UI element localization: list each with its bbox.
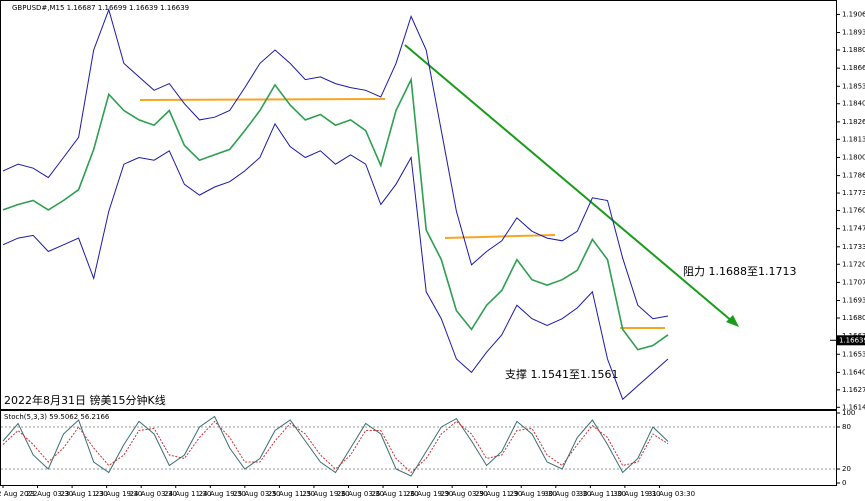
y-tick-label: 1.17605 — [842, 207, 865, 215]
series-line — [2, 122, 669, 401]
level-line — [139, 98, 386, 101]
x-tick-label: 24 Aug 03:30 — [130, 490, 177, 498]
annotation: 支撑 1.1541至1.1561 — [505, 367, 618, 381]
x-tick-label: 26 Aug 11:30 — [371, 490, 418, 498]
stoch-header: Stoch(5,3,3) 59.5062 56.2166 — [4, 413, 110, 421]
x-tick-label: 25 Aug 19:30 — [302, 490, 349, 498]
x-tick-label: 23 Aug 11:30 — [60, 490, 107, 498]
y-tick-label: 100 — [842, 409, 855, 417]
x-tick-label: 31 Aug 03:30 — [648, 490, 695, 498]
x-tick-label: 29 Aug 19:30 — [510, 490, 557, 498]
x-tick-label: 25 Aug 11:30 — [268, 490, 315, 498]
series-line — [2, 415, 669, 477]
y-tick-label: 20 — [842, 465, 851, 473]
y-tick-label: 1.17865 — [842, 172, 865, 180]
y-tick-label: 0 — [842, 479, 846, 487]
y-tick-label: 1.16400 — [842, 368, 865, 376]
x-tick-label: 29 Aug 11:30 — [475, 490, 522, 498]
y-tick-label: 1.17205 — [842, 260, 865, 268]
chart-title: 2022年8月31日 镑美15分钟K线 — [4, 393, 166, 407]
current-price: 1.16639 — [839, 336, 865, 344]
y-tick-label: 1.17470 — [842, 225, 865, 233]
x-tick-label: 30 Aug 19:30 — [613, 490, 660, 498]
x-tick-label: 22 Aug 2022 — [0, 490, 37, 498]
annotation: 阻力 1.1688至1.1713 — [683, 265, 796, 278]
x-tick-label: 24 Aug 11:30 — [164, 490, 211, 498]
series-line — [2, 8, 669, 320]
arrow-head — [726, 315, 739, 327]
y-tick-label: 80 — [842, 423, 851, 431]
y-tick-label: 1.19065 — [842, 10, 865, 18]
level-line — [444, 234, 556, 239]
y-tick-label: 1.18400 — [842, 100, 865, 108]
y-tick-label: 1.18800 — [842, 46, 865, 54]
x-tick-label: 30 Aug 11:30 — [579, 490, 626, 498]
series-line — [2, 420, 669, 474]
y-tick-label: 1.18000 — [842, 153, 865, 161]
x-tick-label: 23 Aug 03:30 — [26, 490, 73, 498]
x-tick-label: 26 Aug 03:30 — [337, 490, 384, 498]
y-tick-label: 1.18530 — [842, 82, 865, 90]
header: GBPUSD#,M15 1.16687 1.16699 1.16639 1.16… — [12, 4, 189, 12]
trend-line — [404, 44, 734, 323]
y-tick-label: 1.17735 — [842, 189, 865, 197]
y-tick-label: 1.16270 — [842, 386, 865, 394]
price-box — [837, 335, 865, 346]
y-tick-label: 1.17335 — [842, 243, 865, 251]
y-tick-label: 1.18135 — [842, 135, 865, 143]
x-tick-label: 30 Aug 03:30 — [544, 490, 591, 498]
x-tick-label: 29 Aug 03:30 — [441, 490, 488, 498]
x-tick-label: 23 Aug 19:30 — [95, 490, 142, 498]
y-tick-label: 1.16535 — [842, 350, 865, 358]
y-tick-label: 1.17070 — [842, 278, 865, 286]
x-tick-label: 25 Aug 03:30 — [233, 490, 280, 498]
x-tick-label: 24 Aug 19:30 — [199, 490, 246, 498]
series-line — [2, 76, 669, 351]
x-tick-label: 26 Aug 19:30 — [406, 490, 453, 498]
y-tick-label: 1.18665 — [842, 64, 865, 72]
y-tick-label: 1.18930 — [842, 29, 865, 37]
price-pane — [0, 0, 837, 410]
y-tick-label: 1.18265 — [842, 118, 865, 126]
y-tick-label: 1.16935 — [842, 297, 865, 305]
stoch-pane — [0, 410, 837, 486]
y-tick-label: 1.16805 — [842, 314, 865, 322]
y-tick-label: 1.16140 — [842, 403, 865, 411]
